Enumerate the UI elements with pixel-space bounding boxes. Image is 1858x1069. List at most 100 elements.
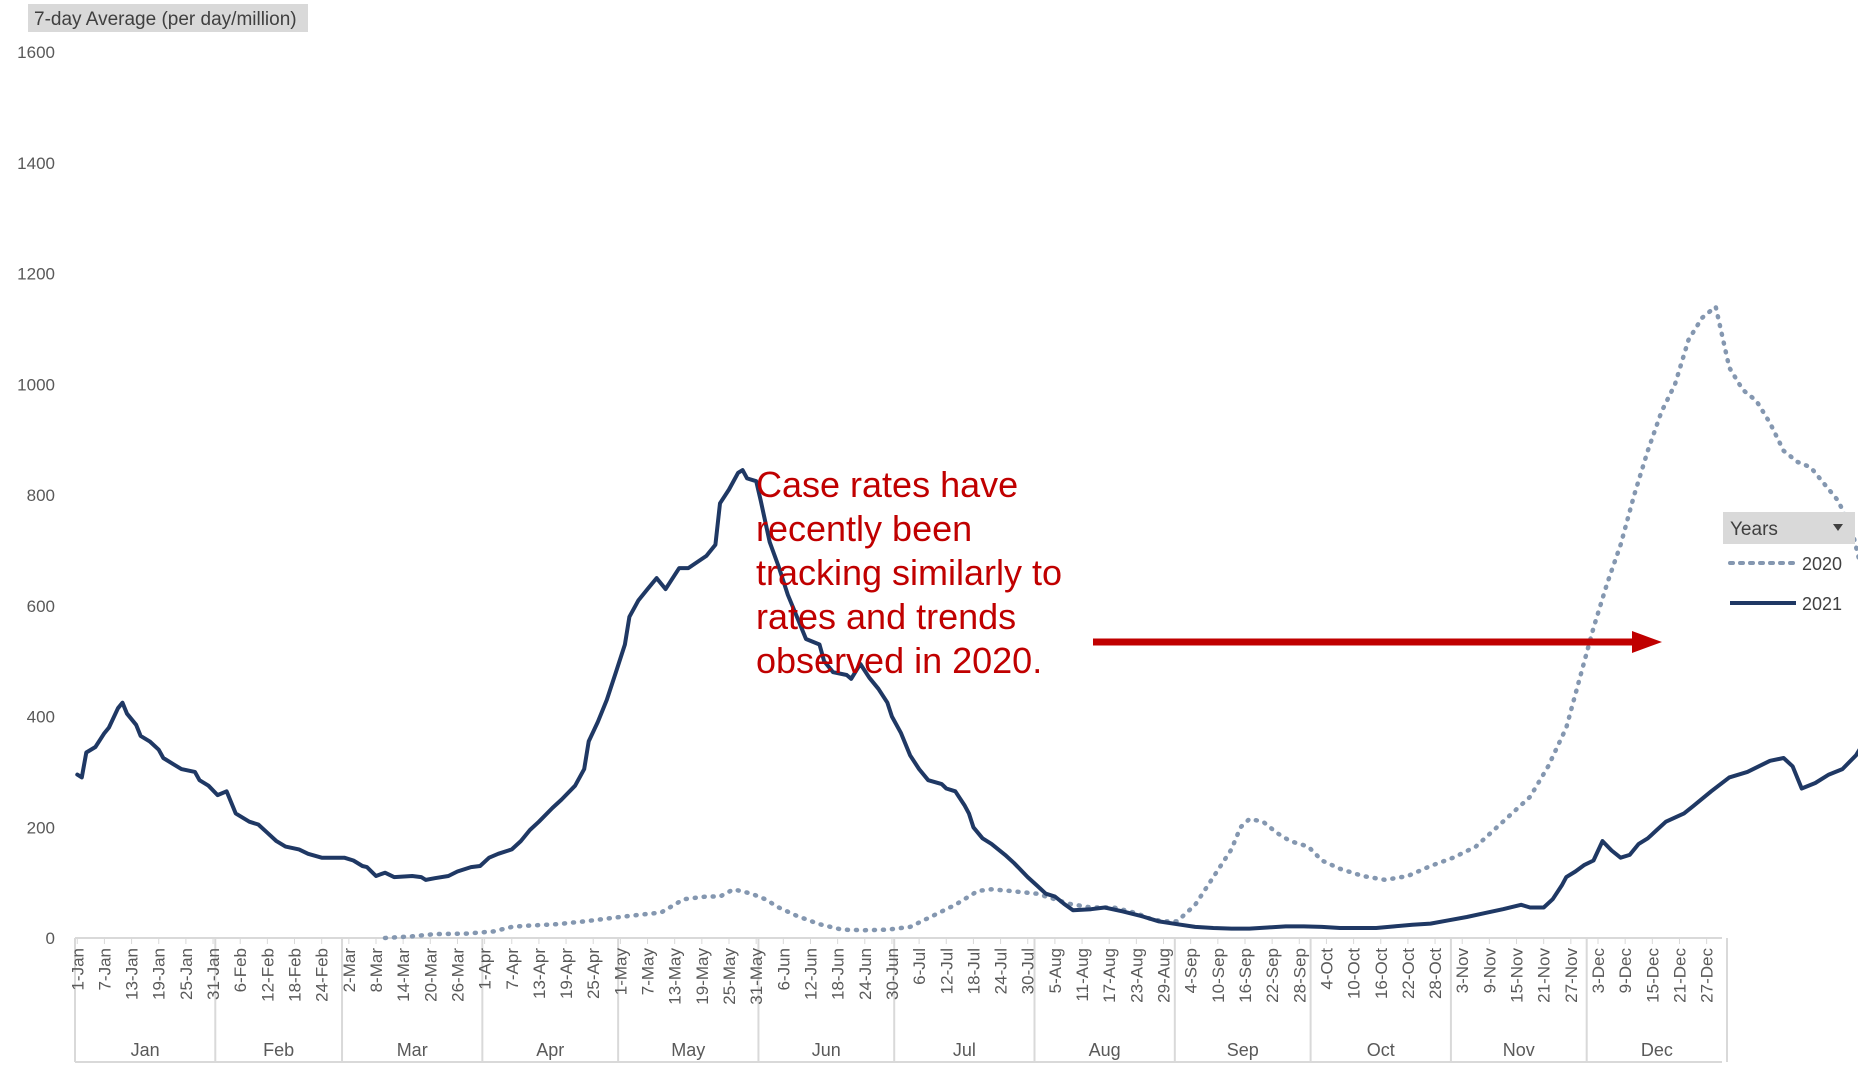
- legend-label-2021: 2021: [1802, 594, 1842, 614]
- x-tick-label: 2-Mar: [340, 948, 359, 993]
- x-tick-label: 8-Mar: [367, 948, 386, 993]
- month-label: Feb: [263, 1040, 294, 1060]
- month-label: Apr: [536, 1040, 564, 1060]
- series-layer: [75, 304, 1858, 941]
- x-axis: Jan Feb Mar Apr May Jun Jul Aug Sep Oct Nov Dec 1-Ja…: [68, 937, 1728, 1063]
- x-tick-label: 23-Aug: [1127, 948, 1146, 1003]
- y-axis-title-text: 7-day Average (per day/million): [34, 9, 297, 30]
- legend-label-2020: 2020: [1802, 554, 1842, 574]
- annotation-line-5: observed in 2020.: [756, 640, 1042, 681]
- x-tick-label: 3-Dec: [1589, 948, 1608, 994]
- y-tick-label: 0: [46, 929, 55, 948]
- x-tick-label: 29-Aug: [1155, 948, 1174, 1003]
- x-tick-label: 31-Jan: [204, 948, 223, 1000]
- x-tick-label: 21-Nov: [1535, 948, 1554, 1003]
- x-tick-label: 15-Dec: [1643, 948, 1662, 1003]
- x-tick-label: 6-Jul: [910, 948, 929, 985]
- x-tick-label: 4-Sep: [1182, 948, 1201, 993]
- x-tick-label: 4-Oct: [1317, 948, 1336, 990]
- x-tick-label: 12-Feb: [258, 948, 277, 1002]
- x-tick-label: 10-Oct: [1345, 948, 1364, 999]
- x-tick-label: 24-Jun: [856, 948, 875, 1000]
- legend-item-2020[interactable]: 2020: [1728, 554, 1842, 574]
- y-axis-title-box: [28, 4, 308, 32]
- legend-title: Years: [1730, 519, 1778, 540]
- x-tick-label: 24-Feb: [313, 948, 332, 1002]
- x-tick-label: 6-Jun: [774, 948, 793, 991]
- x-tick-label: 18-Jul: [964, 948, 983, 994]
- legend-header[interactable]: [1723, 512, 1855, 544]
- legend-item-2021[interactable]: 2021: [1730, 594, 1842, 614]
- x-tick-label: 17-Aug: [1100, 948, 1119, 1003]
- x-tick-label: 25-Jan: [177, 948, 196, 1000]
- x-tick-label: 22-Oct: [1399, 948, 1418, 999]
- x-tick-label: 24-Jul: [992, 948, 1011, 994]
- x-tick-label: 3-Nov: [1453, 948, 1472, 994]
- x-tick-label: 18-Jun: [829, 948, 848, 1000]
- x-tick-label: 18-Feb: [286, 948, 305, 1002]
- month-label: Mar: [397, 1040, 428, 1060]
- legend: Years 2020 2021: [1723, 512, 1855, 614]
- annotation: Case rates have recently been tracking s…: [756, 464, 1662, 681]
- x-tick-label: 7-Jan: [95, 948, 114, 991]
- x-tick-label: 16-Sep: [1236, 948, 1255, 1003]
- y-tick-label: 800: [27, 486, 55, 505]
- month-label: Nov: [1503, 1040, 1535, 1060]
- x-tick-label: 12-Jun: [801, 948, 820, 1000]
- month-label: Jun: [812, 1040, 841, 1060]
- x-tick-label: 28-Oct: [1426, 948, 1445, 999]
- y-tick-label: 1200: [17, 265, 55, 284]
- x-tick-label: 9-Dec: [1616, 948, 1635, 994]
- x-tick-label: 21-Dec: [1670, 948, 1689, 1003]
- y-tick-label: 1600: [17, 43, 55, 62]
- series-line-2021: [75, 468, 1858, 931]
- x-tick-label: 7-Apr: [503, 948, 522, 990]
- x-tick-label: 1-Jan: [68, 948, 87, 991]
- month-label: Oct: [1367, 1040, 1395, 1060]
- legend-dropdown-icon[interactable]: [1833, 524, 1843, 531]
- month-label: Dec: [1641, 1040, 1673, 1060]
- y-tick-label: 200: [27, 818, 55, 837]
- y-axis-title[interactable]: 7-day Average (per day/million): [28, 4, 308, 32]
- x-tick-label: 1-Apr: [476, 948, 495, 990]
- x-tick-label: 20-Mar: [421, 948, 440, 1002]
- x-tick-label: 13-Apr: [530, 948, 549, 999]
- x-tick-label: 14-Mar: [394, 948, 413, 1002]
- x-tick-label: 7-May: [639, 948, 658, 996]
- x-tick-label: 10-Sep: [1209, 948, 1228, 1003]
- x-tick-label: 28-Sep: [1290, 948, 1309, 1003]
- y-axis: 0 200 400 600 800 1000 1200 1400 1600: [17, 43, 55, 948]
- x-tick-label: 12-Jul: [937, 948, 956, 994]
- annotation-line-1: Case rates have: [756, 464, 1018, 505]
- series-line-2020: [382, 304, 1858, 941]
- y-tick-label: 600: [27, 597, 55, 616]
- x-tick-label: 1-May: [611, 948, 630, 996]
- annotation-line-2: recently been: [756, 508, 972, 549]
- x-tick-label: 5-Aug: [1046, 948, 1065, 993]
- x-tick-label: 30-Jul: [1019, 948, 1038, 994]
- y-tick-label: 400: [27, 708, 55, 727]
- month-label: Aug: [1089, 1040, 1121, 1060]
- month-label: Jan: [131, 1040, 160, 1060]
- month-label: Sep: [1227, 1040, 1259, 1060]
- x-tick-label: 31-May: [747, 948, 766, 1005]
- x-tick-label: 25-Apr: [584, 948, 603, 999]
- x-tick-label: 27-Dec: [1698, 948, 1717, 1003]
- x-tick-label: 26-Mar: [448, 948, 467, 1002]
- x-tick-label: 13-May: [666, 948, 685, 1005]
- x-tick-label: 19-May: [693, 948, 712, 1005]
- x-tick-label: 27-Nov: [1562, 948, 1581, 1003]
- x-tick-label: 19-Apr: [557, 948, 576, 999]
- x-tick-label: 25-May: [720, 948, 739, 1005]
- annotation-line-3: tracking similarly to: [756, 552, 1062, 593]
- y-tick-label: 1000: [17, 375, 55, 394]
- x-tick-label: 11-Aug: [1073, 948, 1092, 1002]
- x-tick-label: 15-Nov: [1508, 948, 1527, 1003]
- y-tick-label: 1400: [17, 154, 55, 173]
- month-label: May: [671, 1040, 705, 1060]
- x-tick-label: 13-Jan: [123, 948, 142, 1000]
- x-tick-label: 9-Nov: [1480, 948, 1499, 994]
- month-label: Jul: [953, 1040, 976, 1060]
